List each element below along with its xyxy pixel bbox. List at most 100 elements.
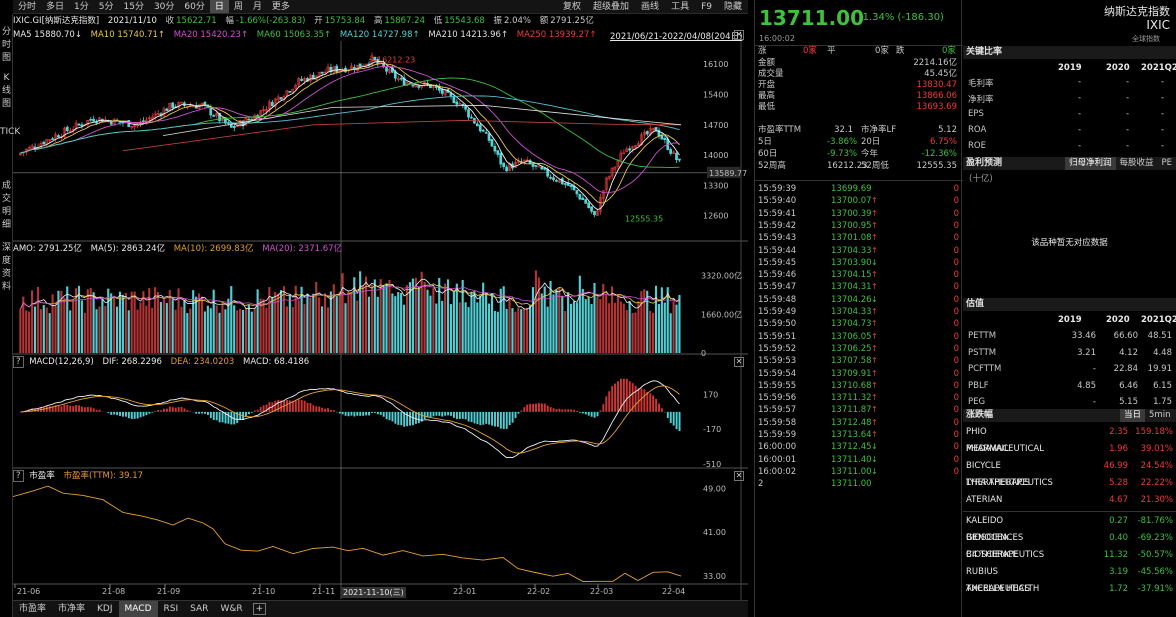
period-tab-8[interactable]: 周 (233, 2, 243, 12)
volume-bar (672, 301, 675, 353)
candle-body (247, 118, 251, 121)
candle-body (540, 166, 544, 170)
sidebar-item-kline[interactable]: K线图 (1, 73, 11, 109)
forecast-tab-1[interactable]: 每股收益 (1119, 158, 1154, 168)
close-icon[interactable]: ✕ (734, 471, 744, 481)
tick-volume: 0 (953, 380, 959, 391)
candle-body (631, 146, 634, 150)
tick-price: 13706.25 (831, 343, 872, 354)
period-tab-6[interactable]: 60分 (184, 2, 205, 12)
candle-body (92, 118, 95, 122)
help-icon[interactable]: ? (13, 470, 24, 482)
indicator-tab-5[interactable]: SAR (190, 604, 209, 614)
forecast-tab-2[interactable]: PE (1161, 158, 1173, 168)
candle-body (153, 113, 157, 118)
indicator-tab-0[interactable]: 市盈率 (19, 604, 47, 614)
tick-price: 13704.33 (831, 307, 872, 317)
global-index-link[interactable]: 全球指数 (1132, 35, 1160, 43)
add-tab-icon[interactable]: + (252, 603, 267, 615)
tick-price: 13700.39 (831, 208, 872, 219)
tick-list[interactable]: 15:59:39 13699.69 0 15:59:40 13700.07 ↑ 0 15:59… (755, 181, 963, 521)
candle-body (285, 90, 289, 96)
indicator-tab-6[interactable]: W&R (220, 604, 243, 614)
toolbar-button-1[interactable]: 超级叠加 (593, 2, 630, 12)
close-icon[interactable]: ✕ (734, 30, 744, 40)
mover-row[interactable]: KALEIDO BIOSCIENCES 0.27 -81.76% (963, 513, 1176, 543)
help-icon[interactable]: ? (13, 356, 24, 368)
year-header: 2020 (1106, 63, 1130, 73)
period-tab-2[interactable]: 1分 (74, 2, 89, 12)
arrow-up-icon: ↑ (871, 208, 878, 218)
indicator-tab-3[interactable]: MACD (118, 601, 158, 617)
toolbar-button-4[interactable]: F9 (701, 2, 712, 12)
volume-bar (367, 296, 371, 353)
movers-tab-0[interactable]: 当日 (1120, 409, 1146, 422)
period-tab-10[interactable]: 更多 (271, 2, 290, 12)
forecast-tab-0[interactable]: 归母净利润 (1065, 157, 1116, 170)
stat-value-vol: 45.45亿 (924, 69, 957, 79)
tick-volume: 0 (953, 294, 959, 305)
mover-row[interactable]: GENOCEA BIOSCIENCE 0.40 -69.23% (963, 530, 1176, 560)
stat-value-w52l: 12555.35 (916, 161, 957, 171)
mover-row[interactable]: C4 THERAPEUTICS 11.32 -50.57% (963, 547, 1176, 564)
volume-bar (221, 303, 224, 353)
movers-tab-1[interactable]: 5min (1149, 410, 1171, 420)
movers-divider (963, 511, 1176, 512)
period-tab-0[interactable]: 分时 (18, 2, 37, 12)
sidebar-item-tick[interactable]: TICK (0, 127, 21, 137)
ratio-value: - (1161, 141, 1165, 151)
tick-volume: 0 (953, 257, 959, 268)
close-icon[interactable]: ✕ (734, 357, 744, 367)
toolbar-button-2[interactable]: 画线 (641, 2, 660, 12)
volume-bar (426, 289, 429, 353)
volume-bar (420, 271, 423, 353)
tick-row: 16:00:00 13712.45 ↓ 0 (755, 441, 963, 453)
mover-row[interactable]: AXCELLA HEALTH 1.72 -37.91% (963, 581, 1176, 598)
volume-bar (403, 304, 406, 353)
forecast-unit: (十亿) (969, 174, 993, 184)
mover-row[interactable]: LYRA THERAPEUTICS 5.28 22.22% (963, 475, 1176, 492)
indicator-tab-2[interactable]: KDJ (97, 604, 113, 614)
valuation-label: PBLF (968, 380, 989, 391)
left-sidebar: 分时图 K线图 TICK 成交明细 深度资料 (0, 14, 21, 617)
stat-label-amount: 金额 (758, 58, 776, 68)
volume-bar (259, 298, 262, 353)
period-tab-7[interactable]: 日 (209, 0, 229, 13)
toolbar-button-3[interactable]: 工具 (671, 2, 690, 12)
volume-bar (110, 293, 113, 353)
mover-row[interactable]: BICYCLE THERAPEUTICS 46.99 24.54% (963, 458, 1176, 488)
low-value: 15543.68 (444, 16, 485, 26)
mover-row[interactable]: ATERIAN 4.67 21.30% (963, 492, 1176, 509)
price-axis-highlight (707, 166, 741, 178)
period-tab-1[interactable]: 多日 (46, 2, 65, 12)
indicator-tab-1[interactable]: 市净率 (58, 604, 86, 614)
sidebar-item-timeshare[interactable]: 分时图 (1, 27, 11, 63)
toolbar-button-0[interactable]: 复权 (563, 2, 582, 12)
sidebar-item-depth[interactable]: 深度资料 (1, 243, 11, 292)
volume-bar (350, 293, 353, 353)
period-tab-5[interactable]: 30分 (153, 2, 175, 12)
candle-body (604, 177, 608, 191)
candle-body (569, 184, 573, 187)
indicator-tab-4[interactable]: RSI (163, 604, 179, 614)
mover-row[interactable]: PHIO PHARMACEUTICAL 2.35 159.18% (963, 424, 1176, 454)
toolbar-button-5[interactable]: 隐藏 (723, 2, 742, 12)
period-tab-4[interactable]: 15分 (123, 2, 144, 12)
tick-volume: 0 (953, 245, 959, 256)
date-range[interactable]: 2021/06/21-2022/04/08(204日) (610, 32, 743, 42)
candle-body (297, 78, 301, 86)
tick-time: 15:59:44 (758, 245, 797, 256)
sidebar-item-deals[interactable]: 成交明细 (1, 181, 11, 230)
volume-bar (77, 285, 81, 353)
period-tab-9[interactable]: 月 (252, 2, 262, 12)
chart-area[interactable]: 16212.23 12555.35 16100 15400 14700 14000 135… (13, 41, 748, 600)
mover-row[interactable]: RUBIUS THERAPEUTICS 3.19 -45.56% (963, 564, 1176, 594)
ratio-value: - (1078, 125, 1082, 135)
candle-body (232, 125, 236, 128)
volume-bar (657, 304, 660, 353)
mover-change: 24.54% (1140, 461, 1173, 471)
period-tab-3[interactable]: 5分 (98, 2, 114, 12)
ratio-value: - (1126, 109, 1130, 119)
candle-body (42, 141, 46, 145)
mover-row[interactable]: MEDAVAIL 1.96 39.01% (963, 441, 1176, 458)
